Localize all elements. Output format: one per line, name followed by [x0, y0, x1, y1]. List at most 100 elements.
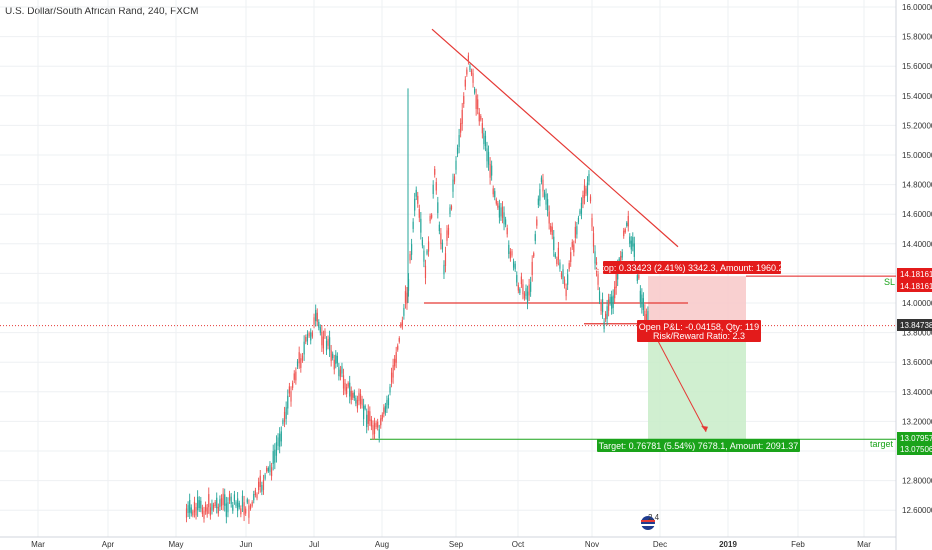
candle-body	[647, 311, 649, 321]
candle-body	[230, 496, 232, 504]
candle-body	[251, 502, 253, 506]
x-tick-label: Aug	[375, 540, 389, 549]
candle-body	[470, 70, 473, 75]
candle-body	[583, 185, 586, 199]
candle-body	[384, 406, 386, 413]
target-price-badge-1-bg	[897, 432, 932, 444]
candle-body	[517, 285, 519, 291]
candle-body	[472, 73, 474, 83]
candle-body	[426, 250, 428, 254]
stop-label-bg	[603, 261, 781, 274]
x-tick-label: May	[168, 540, 183, 549]
candle-body	[588, 173, 590, 182]
candle-body	[363, 405, 365, 420]
candle-body	[456, 147, 459, 154]
candle-body	[438, 224, 440, 232]
candle-body	[256, 494, 258, 499]
candle-body	[377, 421, 379, 428]
x-tick-label: Apr	[102, 540, 115, 549]
candle-body	[511, 251, 513, 256]
candle-body	[573, 244, 575, 253]
candle-body	[243, 502, 245, 515]
candle-body	[187, 505, 189, 514]
candle-body	[222, 493, 224, 505]
x-tick-label: Sep	[449, 540, 464, 549]
candle-body	[528, 284, 530, 296]
candle-body	[441, 242, 444, 250]
candle-body	[406, 292, 408, 305]
candle-body	[394, 358, 396, 367]
candle-body	[280, 431, 282, 442]
candle-body	[481, 123, 483, 134]
candle-body	[585, 188, 587, 194]
candle-body	[344, 382, 346, 391]
candle-body	[557, 247, 559, 260]
projection-arrow	[651, 329, 707, 432]
candle-body	[520, 276, 522, 285]
candle-body	[636, 275, 638, 281]
candle-body	[567, 274, 569, 285]
candle-body	[629, 236, 631, 244]
candle-body	[245, 508, 247, 514]
candle-body	[254, 490, 256, 496]
candle-body	[288, 386, 290, 394]
candle-body	[185, 508, 188, 518]
candle-body	[204, 504, 207, 512]
candle-body	[491, 165, 493, 176]
candle-body	[474, 88, 476, 93]
candle-body	[492, 188, 494, 195]
candle-body	[401, 319, 403, 327]
candle-body	[266, 467, 268, 472]
candle-body	[355, 398, 357, 404]
candle-body	[505, 219, 507, 225]
rr-label: Risk/Reward Ratio: 2.3	[653, 331, 745, 341]
candle-body	[464, 79, 466, 87]
candle-body	[193, 501, 196, 513]
candle-body	[447, 227, 450, 235]
candle-body	[318, 322, 320, 328]
candle-body	[238, 502, 240, 508]
candle-body	[497, 203, 499, 208]
candle-body	[418, 209, 420, 218]
candle-body	[605, 313, 607, 320]
candle-body	[262, 479, 265, 490]
candle-body	[601, 299, 604, 313]
candle-body	[237, 498, 239, 511]
candle-body	[509, 251, 511, 259]
candle-body	[233, 494, 236, 502]
sl-price-badge-1-bg	[897, 268, 932, 280]
candle-body	[298, 352, 300, 364]
candle-body	[216, 497, 218, 509]
candle-body	[232, 504, 234, 511]
candle-body	[480, 115, 482, 120]
candle-body	[211, 503, 213, 511]
candle-body	[195, 507, 197, 516]
candle-body	[495, 199, 497, 204]
candle-body	[435, 182, 437, 191]
candle-body	[580, 202, 583, 214]
candle-body	[381, 414, 383, 420]
y-tick-label: 13.20000	[902, 417, 932, 426]
candle-body	[624, 229, 626, 233]
candle-body	[369, 411, 371, 422]
candle-body	[633, 243, 635, 257]
candle-body	[316, 312, 318, 322]
pnl-box-bg	[637, 320, 761, 342]
candle-body	[501, 206, 504, 218]
candle-body	[536, 219, 538, 226]
candle-body	[540, 177, 543, 183]
candle-body	[350, 390, 352, 400]
candle-body	[329, 337, 331, 351]
candle-body	[335, 354, 337, 364]
candle-body	[615, 273, 617, 288]
candle-body	[537, 198, 539, 205]
candle-body	[261, 485, 263, 492]
candle-body	[574, 226, 576, 238]
candle-body	[609, 296, 611, 303]
y-tick-label: 15.40000	[902, 92, 932, 101]
candle-body	[483, 133, 485, 145]
candle-body	[346, 387, 348, 394]
candle-body	[543, 192, 546, 198]
candle-body	[300, 358, 302, 368]
